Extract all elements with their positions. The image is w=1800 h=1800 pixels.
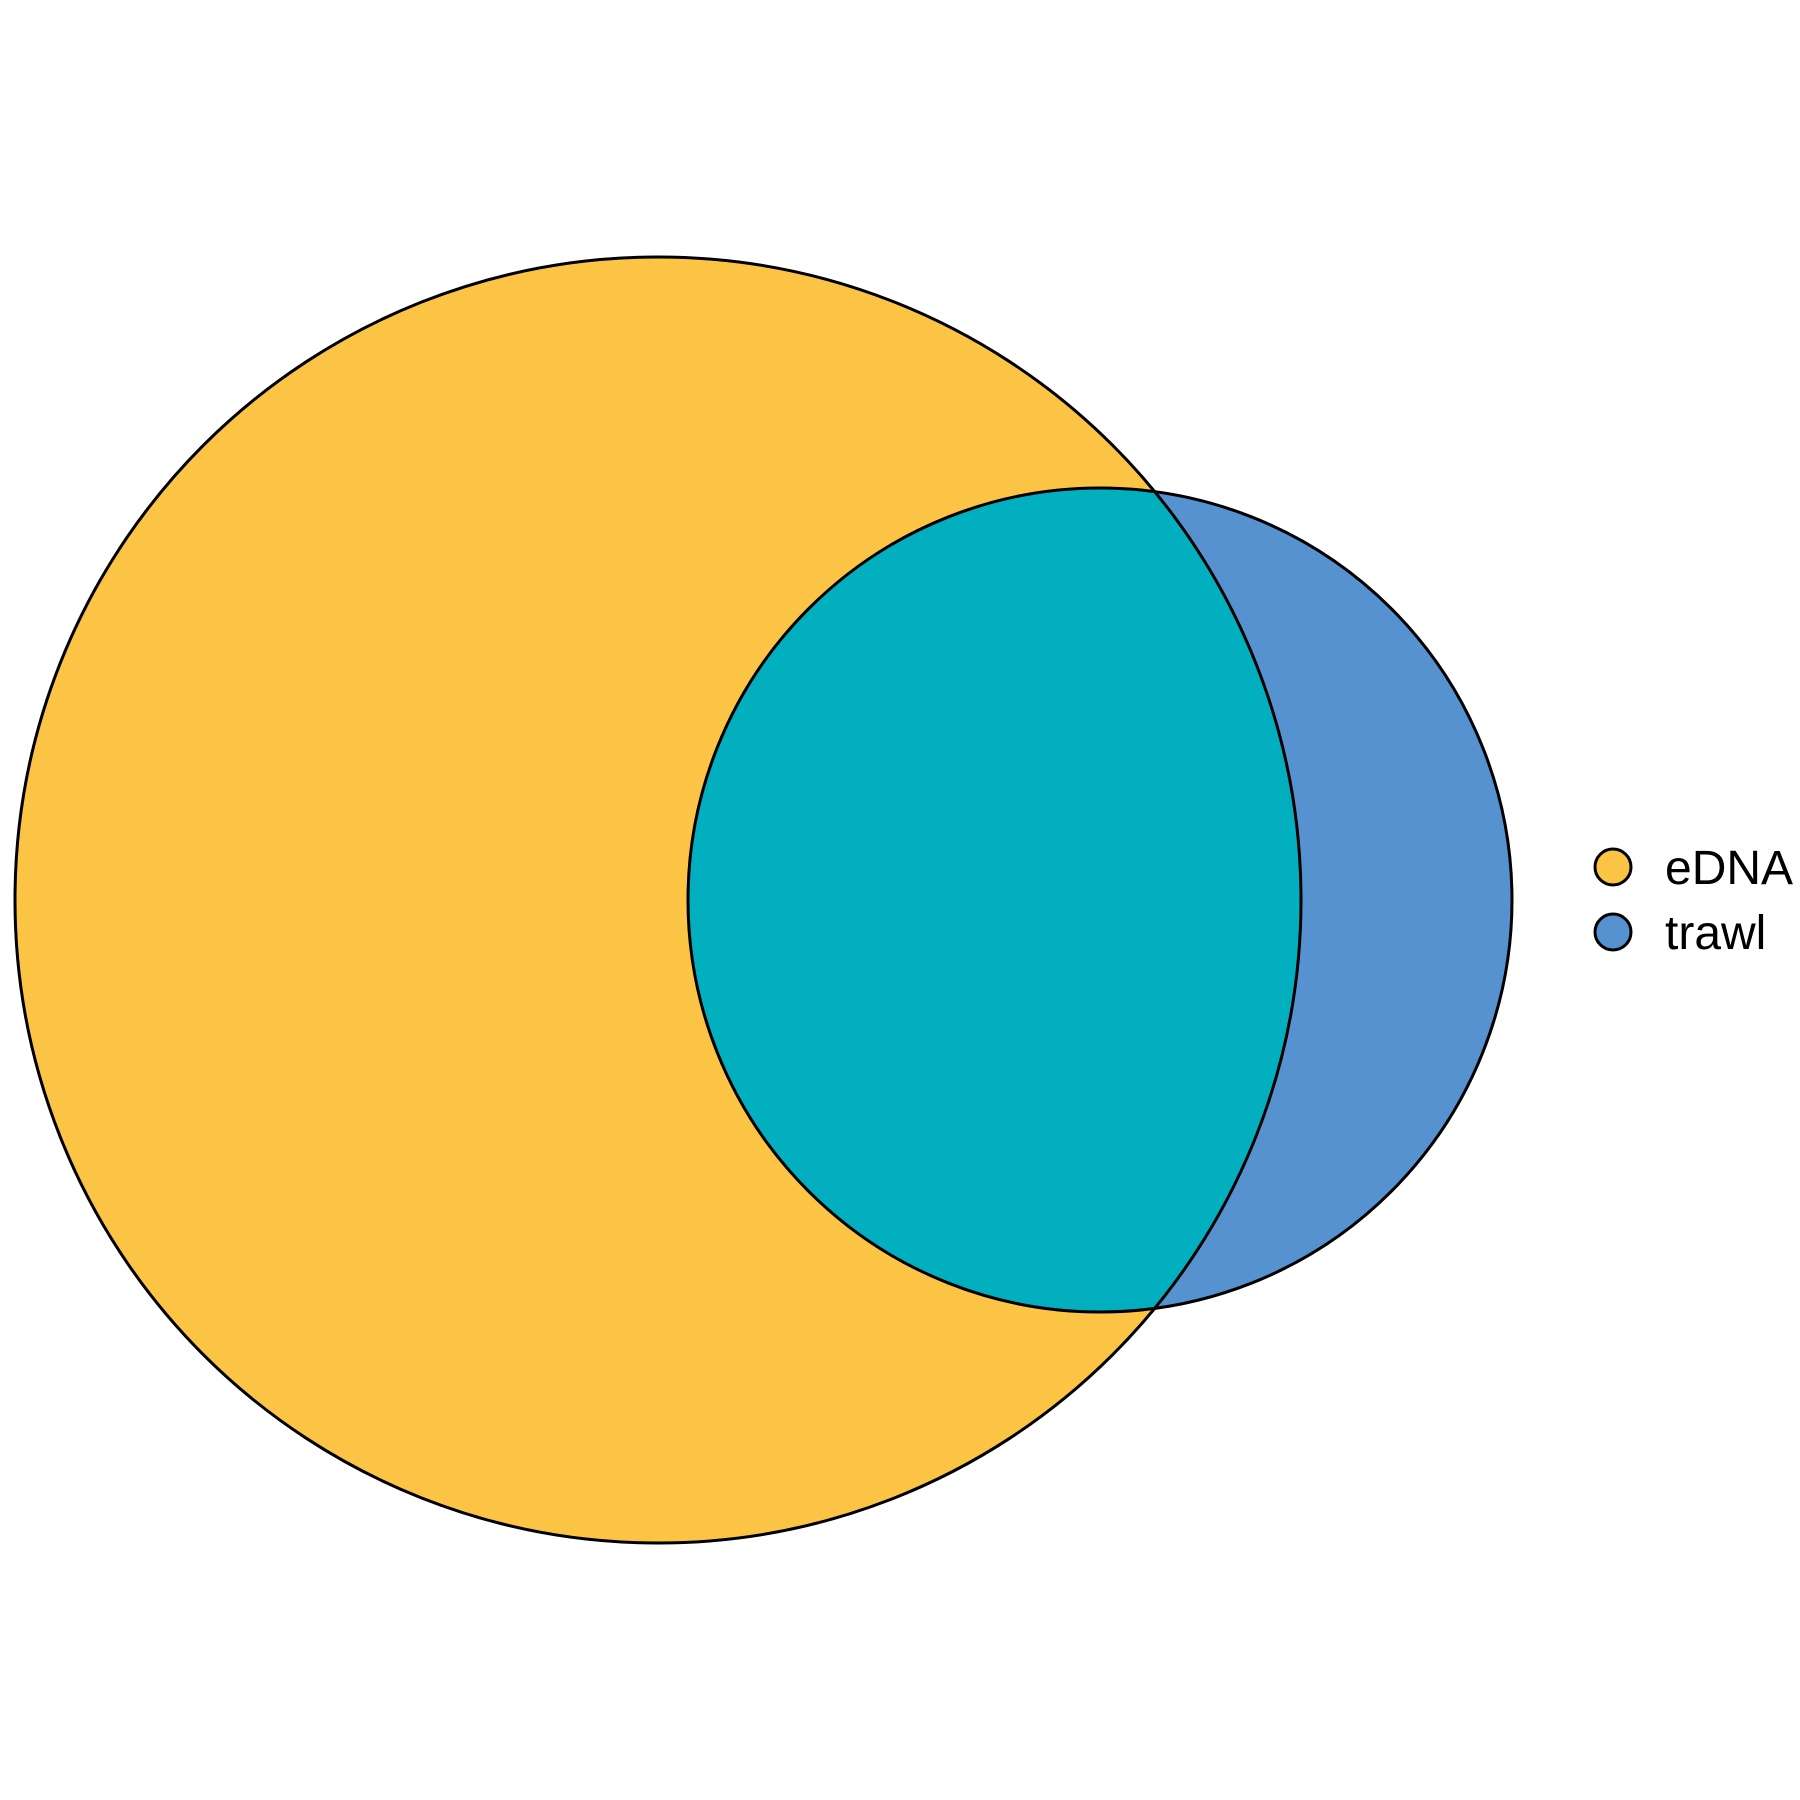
legend: eDNA trawl xyxy=(1593,842,1793,960)
legend-item-trawl: trawl xyxy=(1593,907,1766,960)
legend-item-edna: eDNA xyxy=(1593,842,1793,895)
legend-swatch-trawl xyxy=(1593,912,1633,952)
set-edna-outline xyxy=(13,255,1303,1545)
legend-label-trawl: trawl xyxy=(1665,907,1766,960)
legend-label-edna: eDNA xyxy=(1665,842,1793,895)
set-trawl-outline xyxy=(686,486,1514,1314)
legend-swatch-edna xyxy=(1593,847,1633,887)
overlap-region xyxy=(688,488,1301,1312)
